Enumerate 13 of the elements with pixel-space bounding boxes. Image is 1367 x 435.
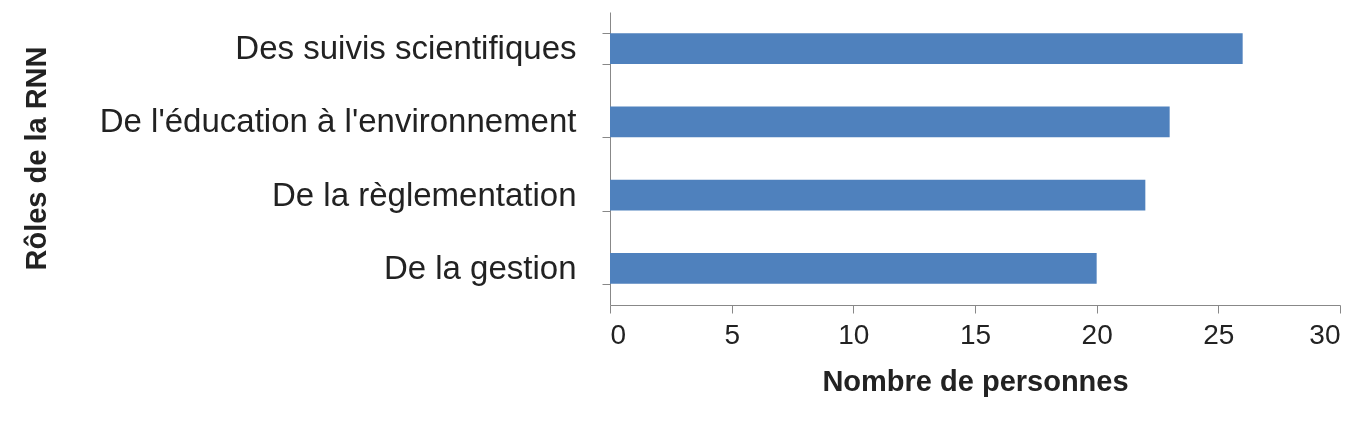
y-axis-title: Rôles de la RNN bbox=[19, 46, 52, 271]
x-axis-title: Nombre de personnes bbox=[822, 364, 1129, 397]
y-tick-label: De la gestion bbox=[383, 248, 577, 286]
x-tick-label: 30 bbox=[1309, 318, 1341, 350]
x-tick-label: 5 bbox=[724, 318, 740, 350]
y-tick-label: De l'éducation à l'environnement bbox=[99, 102, 577, 140]
y-tick-label: Des suivis scientifiques bbox=[235, 29, 577, 67]
x-tick-label: 0 bbox=[610, 318, 627, 350]
x-tick-label: 10 bbox=[838, 318, 870, 350]
x-tick-label: 20 bbox=[1081, 318, 1113, 350]
x-tick-label: 25 bbox=[1203, 318, 1235, 350]
y-tick-label: De la règlementation bbox=[271, 175, 577, 213]
x-tick-label: 15 bbox=[959, 318, 992, 350]
